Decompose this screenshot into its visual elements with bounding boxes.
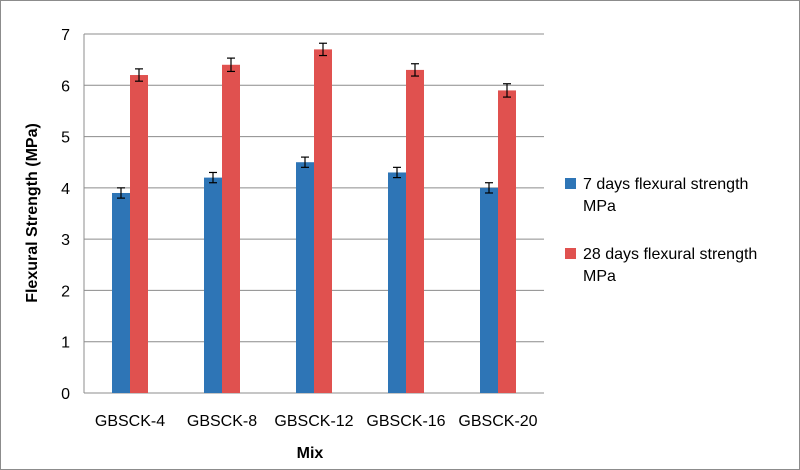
y-tick-label: 6 <box>61 78 70 95</box>
x-tick-label: GBSCK-8 <box>187 413 257 430</box>
legend-label: 7 days flexural strength <box>583 176 748 193</box>
y-tick-label: 7 <box>61 27 70 44</box>
y-tick-label: 2 <box>61 283 70 300</box>
bar <box>222 64 240 394</box>
y-tick-label: 5 <box>61 130 70 147</box>
x-tick-labels: GBSCK-4 GBSCK-8 GBSCK-12 GBSCK-16 GBSCK-20 <box>95 413 538 430</box>
bar <box>204 177 222 393</box>
y-tick-label: 1 <box>61 335 70 352</box>
legend-swatch <box>565 178 576 189</box>
error-bars <box>117 42 511 199</box>
bars <box>112 49 516 394</box>
bar <box>388 172 406 393</box>
legend-label: MPa <box>583 268 616 285</box>
x-tick-label: GBSCK-12 <box>274 413 353 430</box>
bar <box>406 69 424 394</box>
bar <box>112 192 130 393</box>
y-axis-title: Flexural Strength (MPa) <box>24 123 41 303</box>
legend: 7 days flexural strength MPa 28 days flexu… <box>565 176 757 285</box>
y-tick-labels: 0 1 2 3 4 5 6 7 <box>61 27 70 403</box>
bar <box>498 90 516 394</box>
y-tick-label: 0 <box>61 386 70 403</box>
bar <box>130 75 148 394</box>
x-tick-label: GBSCK-20 <box>458 413 537 430</box>
y-tick-label: 4 <box>61 181 70 198</box>
bar <box>480 187 498 393</box>
legend-swatch <box>565 248 576 259</box>
x-tick-label: GBSCK-16 <box>366 413 445 430</box>
x-tick-label: GBSCK-4 <box>95 413 165 430</box>
legend-label: 28 days flexural strength <box>583 246 757 263</box>
bar <box>314 49 332 394</box>
legend-label: MPa <box>583 198 616 215</box>
bar <box>296 162 314 393</box>
y-tick-label: 3 <box>61 232 70 249</box>
x-axis-title: Mix <box>297 445 324 462</box>
